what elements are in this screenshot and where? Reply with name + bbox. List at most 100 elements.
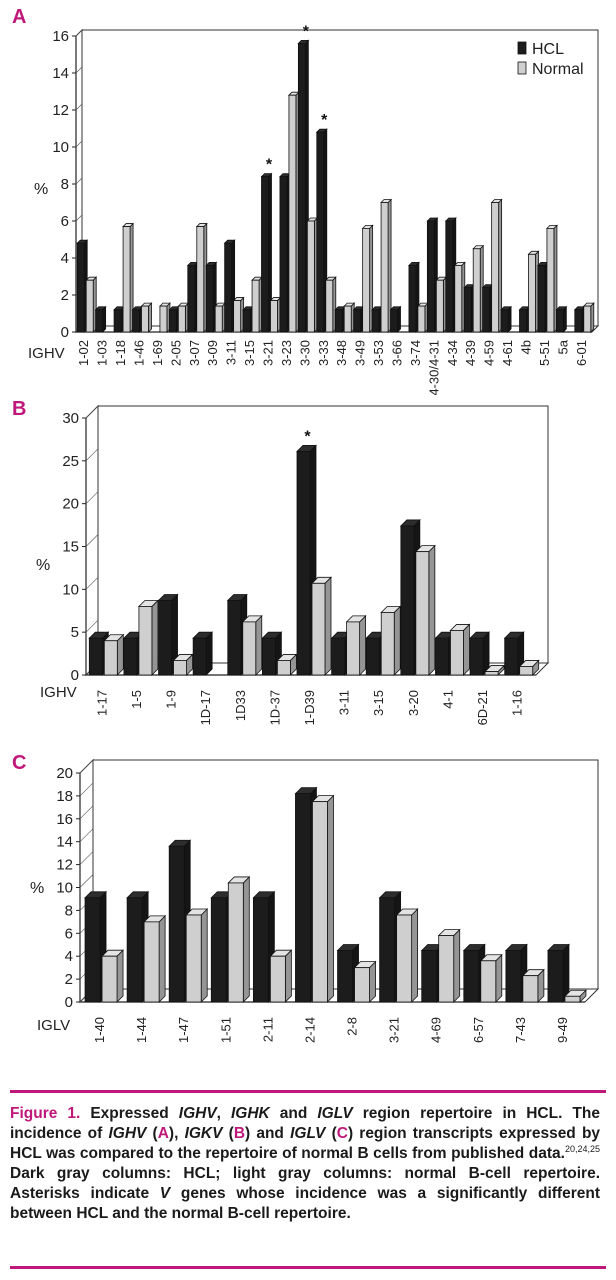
bar-hcl-2 <box>157 593 179 676</box>
y-axis-label: % <box>34 181 48 198</box>
bar-front <box>353 309 362 333</box>
bar-front <box>138 606 153 676</box>
bar-front <box>297 43 306 333</box>
x-tick-label: 2-11 <box>260 1017 275 1042</box>
y-tick-label: 6 <box>65 925 73 942</box>
y-tick-label: 16 <box>56 811 73 828</box>
y-tick-label: 18 <box>56 788 73 805</box>
x-tick-label: 5a <box>555 339 570 354</box>
x-tick-label: 7-43 <box>513 1017 528 1043</box>
caption-bottom-rule <box>10 1266 606 1269</box>
bar-front <box>365 637 380 676</box>
bar-hcl-5 <box>168 305 181 333</box>
bar-front <box>224 242 233 333</box>
bar-front <box>528 253 536 333</box>
bar-front <box>126 897 143 1003</box>
y-tick-label: 8 <box>65 902 73 919</box>
x-tick-label: 4-69 <box>429 1017 444 1043</box>
bar-side <box>205 631 213 676</box>
panel-label-b: B <box>12 398 27 420</box>
bar-front <box>415 551 430 676</box>
bar-front <box>227 882 244 1003</box>
significance-asterisk: * <box>304 428 311 445</box>
x-tick-label: 1-44 <box>134 1017 149 1043</box>
bar-normal-27 <box>582 302 595 333</box>
bar-front <box>519 666 534 676</box>
bar-front <box>143 921 160 1003</box>
y-tick-label: 8 <box>61 176 69 193</box>
x-tick-label: 3-49 <box>353 340 368 366</box>
x-tick-label: 1-40 <box>92 1017 107 1043</box>
legend-label-hcl: HCL <box>532 41 564 58</box>
bar-front <box>379 897 396 1003</box>
bar-normal-8 <box>437 928 461 1003</box>
bar-front <box>76 242 85 333</box>
bar-normal-7 <box>395 908 419 1003</box>
bar-hcl-6 <box>186 261 199 333</box>
bar-front <box>279 176 288 333</box>
y-tick-label: 0 <box>65 994 73 1011</box>
x-tick-label: 1-47 <box>176 1017 191 1043</box>
bar-front <box>371 309 380 333</box>
bar-side <box>359 614 367 676</box>
bar-normal-11 <box>563 989 587 1003</box>
bar-hcl-19 <box>426 217 439 333</box>
bar-side <box>507 305 512 333</box>
bar-hcl-13 <box>315 128 328 333</box>
x-tick-label: 2-05 <box>168 340 183 366</box>
bar-front <box>158 600 172 676</box>
y-tick-depth <box>75 66 83 74</box>
y-tick-depth <box>75 103 83 111</box>
bar-front <box>574 309 583 333</box>
bar-side <box>255 614 263 676</box>
bar-front <box>583 305 592 333</box>
bar-front <box>187 264 196 333</box>
y-axis-label: % <box>30 880 44 897</box>
y-tick-depth <box>85 534 99 547</box>
bar-front <box>252 897 269 1003</box>
bar-side <box>200 908 208 1003</box>
bar-normal-22 <box>490 198 503 333</box>
x-tick-label: 1-18 <box>113 340 128 366</box>
bar-normal-2 <box>122 222 135 333</box>
bar-hcl-9 <box>242 305 255 333</box>
bar-normal-18 <box>416 302 429 333</box>
bar-normal-10 <box>521 968 545 1003</box>
bar-side <box>590 302 595 333</box>
bar-normal-14 <box>343 302 356 333</box>
x-tick-label: 1D33 <box>233 690 248 721</box>
bar-front <box>522 975 539 1003</box>
bar-front <box>101 955 118 1003</box>
bar-front <box>435 637 449 676</box>
bar-front <box>390 309 398 333</box>
x-tick-label: 3-53 <box>371 340 386 366</box>
bar-front <box>168 309 177 333</box>
bar-side <box>393 605 401 676</box>
x-tick-label: 1-69 <box>150 340 165 366</box>
significance-asterisk: * <box>303 23 310 40</box>
x-tick-label: 3-74 <box>408 340 423 366</box>
y-tick-depth <box>75 140 83 148</box>
bar-front <box>85 279 94 333</box>
x-tick-label: 3-09 <box>205 340 220 366</box>
bar-normal-16 <box>380 198 393 333</box>
bar-front <box>426 220 435 333</box>
bar-side <box>411 908 419 1003</box>
y-tick-label: 12 <box>52 102 69 119</box>
y-tick-label: 4 <box>61 250 69 267</box>
y-tick-label: 0 <box>61 324 69 341</box>
bar-normal-19 <box>435 276 448 333</box>
x-tick-label: 6-57 <box>471 1017 486 1043</box>
bar-hcl-11 <box>278 172 291 333</box>
bar-front <box>168 845 185 1003</box>
bar-normal-4 <box>241 614 263 676</box>
x-tick-label: 6D-21 <box>475 690 490 725</box>
bar-normal-5 <box>177 302 190 333</box>
bar-hcl-27 <box>573 305 586 333</box>
chart-b: 0 5 10 15 20 25 30% IGHV 1-17 1-5 1-9 1D-17 1D33 1D-3… <box>36 404 550 725</box>
bar-normal-11 <box>484 664 506 676</box>
back-wall <box>81 29 599 327</box>
x-tick-label: 4b <box>519 340 534 354</box>
x-tick-label: 1-D39 <box>302 690 317 725</box>
bar-front <box>210 897 227 1003</box>
